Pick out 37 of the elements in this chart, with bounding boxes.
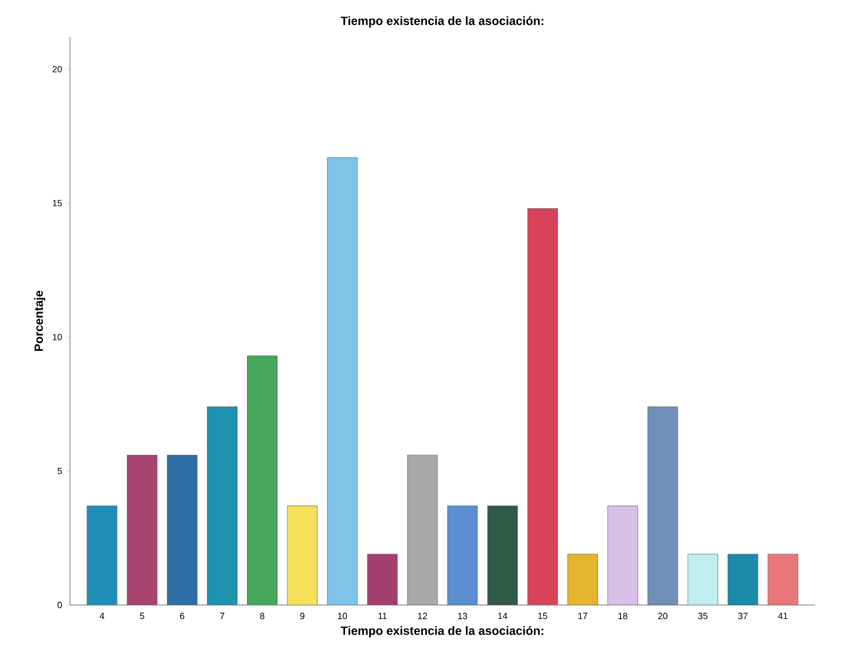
- bar: [608, 506, 638, 605]
- bar: [447, 506, 478, 605]
- bar: [207, 406, 238, 605]
- x-tick-label: 35: [698, 612, 708, 620]
- y-tick-label: 0: [58, 602, 62, 608]
- chart-title: Tiempo existencia de la asociación:: [340, 16, 544, 28]
- bar: [166, 454, 198, 605]
- bar: [126, 454, 158, 605]
- x-tick-label: 41: [778, 612, 788, 619]
- x-axis-title: Tiempo existencia de la asociación:: [340, 626, 544, 638]
- x-tick-label: 17: [578, 612, 588, 619]
- x-tick-label: 10: [338, 612, 348, 620]
- x-tick-label: 12: [418, 612, 428, 620]
- x-tick-label: 11: [378, 612, 387, 619]
- bar: [527, 208, 558, 605]
- bar: [287, 506, 318, 605]
- x-tick-label: 7: [220, 612, 224, 619]
- y-axis-title: Porcentaje: [34, 290, 46, 351]
- x-tick-label: 4: [100, 612, 104, 619]
- x-tick-label: 37: [738, 612, 748, 620]
- x-tick-label: 14: [498, 612, 508, 619]
- bar: [487, 506, 518, 605]
- bar: [648, 406, 678, 605]
- bar: [86, 506, 118, 605]
- x-tick-label: 8: [260, 612, 264, 620]
- x-tick-label: 18: [618, 612, 628, 620]
- y-tick-label: 10: [52, 334, 62, 340]
- y-tick-label: 5: [58, 468, 62, 474]
- y-tick-label: 20: [52, 66, 62, 72]
- bar: [247, 356, 278, 605]
- x-tick-label: 6: [180, 612, 184, 620]
- x-tick-label: 5: [140, 612, 144, 620]
- x-tick-label: 15: [538, 612, 548, 620]
- y-tick-label: 15: [52, 200, 62, 206]
- x-tick-label: 9: [300, 612, 304, 620]
- x-tick-label: 13: [458, 612, 468, 620]
- x-tick-label: 20: [658, 612, 668, 620]
